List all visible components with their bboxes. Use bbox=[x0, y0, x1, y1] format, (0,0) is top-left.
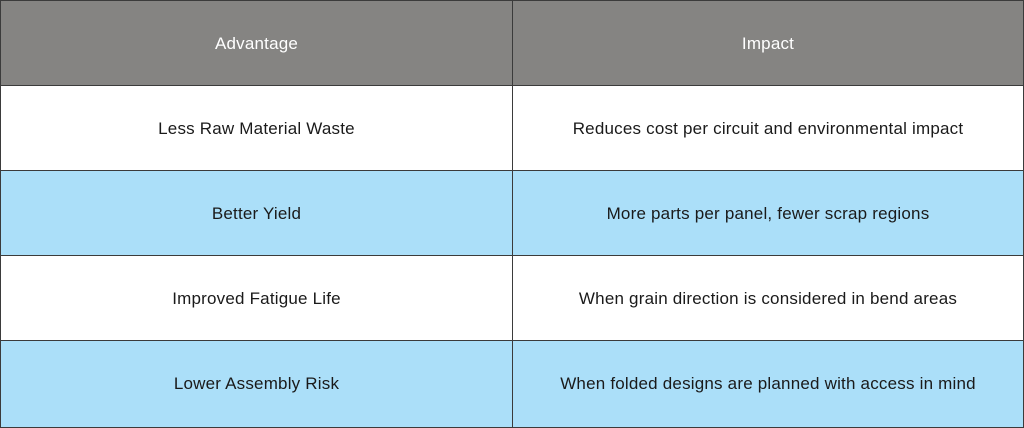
table-row: Lower Assembly Risk When folded designs … bbox=[0, 340, 1024, 428]
table-row: Improved Fatigue Life When grain directi… bbox=[0, 255, 1024, 342]
column-header-impact: Impact bbox=[512, 0, 1024, 87]
table-row: Better Yield More parts per panel, fewer… bbox=[0, 170, 1024, 257]
advantage-cell: Better Yield bbox=[0, 170, 513, 257]
advantage-cell: Less Raw Material Waste bbox=[0, 85, 513, 172]
impact-cell: When folded designs are planned with acc… bbox=[512, 340, 1024, 428]
advantage-cell: Lower Assembly Risk bbox=[0, 340, 513, 428]
table-header-row: Advantage Impact bbox=[0, 0, 1024, 87]
impact-cell: When grain direction is considered in be… bbox=[512, 255, 1024, 342]
column-header-advantage: Advantage bbox=[0, 0, 513, 87]
impact-cell: Reduces cost per circuit and environment… bbox=[512, 85, 1024, 172]
table-row: Less Raw Material Waste Reduces cost per… bbox=[0, 85, 1024, 172]
impact-cell: More parts per panel, fewer scrap region… bbox=[512, 170, 1024, 257]
advantage-cell: Improved Fatigue Life bbox=[0, 255, 513, 342]
